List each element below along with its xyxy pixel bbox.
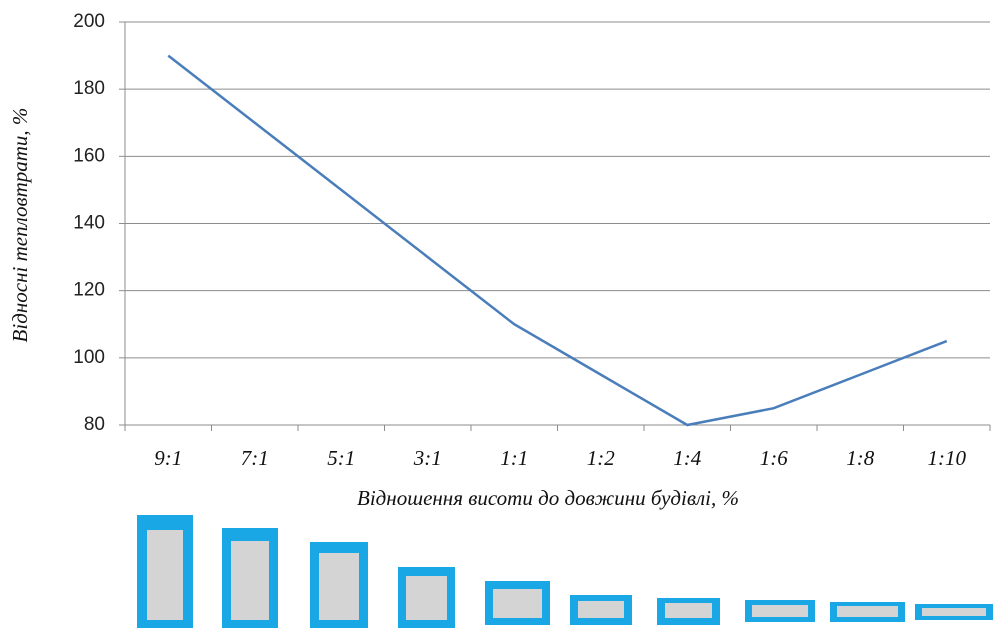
x-tick-label: 7:1 xyxy=(241,446,269,470)
x-tick-label: 5:1 xyxy=(327,446,355,470)
line-series xyxy=(167,54,948,427)
x-axis-title: Відношення висоти до довжини будівлі, % xyxy=(357,486,739,510)
y-axis-title: Відносні тепловтрати, % xyxy=(8,108,32,343)
x-tick-label: 1:4 xyxy=(673,446,701,470)
building-icon-face xyxy=(922,608,986,616)
y-tick-label: 140 xyxy=(73,213,105,234)
building-icon-face xyxy=(578,601,624,618)
x-tick-label: 1:10 xyxy=(928,446,967,470)
y-tick-label: 180 xyxy=(73,78,105,99)
building-icons xyxy=(137,515,993,628)
building-icon-face xyxy=(665,603,712,618)
building-icon-face xyxy=(231,541,269,620)
x-tick-label: 9:1 xyxy=(154,446,182,470)
y-tick-label: 160 xyxy=(73,145,105,166)
building-icon-face xyxy=(147,530,183,620)
building-icon-face xyxy=(319,553,359,620)
y-tick-label: 200 xyxy=(73,11,105,32)
y-tick-label: 80 xyxy=(84,414,105,435)
x-tick-label: 1:2 xyxy=(587,446,615,470)
building-icon-face xyxy=(752,605,808,617)
y-tick-label: 120 xyxy=(73,280,105,301)
x-tick-label: 3:1 xyxy=(413,446,442,470)
x-tick-label: 1:8 xyxy=(846,446,874,470)
y-tick-label: 100 xyxy=(73,347,105,368)
x-tick-label: 1:1 xyxy=(500,446,528,470)
building-icon-face xyxy=(837,606,898,617)
building-icon-face xyxy=(493,589,542,618)
x-tick-label: 1:6 xyxy=(760,446,788,470)
building-icon-face xyxy=(406,576,447,620)
